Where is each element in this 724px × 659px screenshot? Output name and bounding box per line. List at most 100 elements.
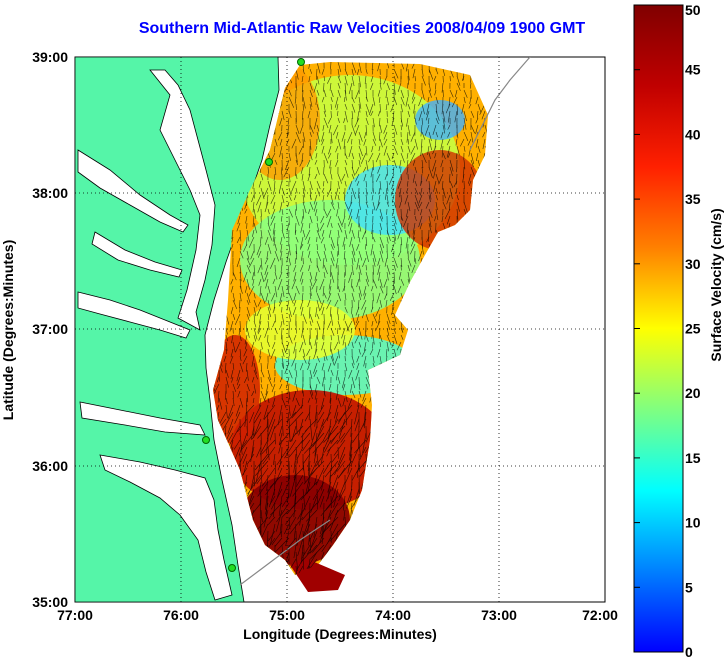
velocity-vector xyxy=(400,117,404,127)
velocity-vector xyxy=(328,285,332,295)
velocity-vector xyxy=(350,495,360,510)
velocity-vector xyxy=(239,292,242,302)
velocity-vector xyxy=(435,82,437,90)
colorbar-tick-label: 30 xyxy=(685,256,701,272)
velocity-vector xyxy=(337,110,339,117)
velocity-vector xyxy=(385,103,388,111)
velocity-vector xyxy=(407,201,411,212)
velocity-vector xyxy=(260,292,266,304)
velocity-vector xyxy=(337,411,346,424)
velocity-vector xyxy=(372,159,374,171)
velocity-vector xyxy=(257,264,262,274)
velocity-vector xyxy=(440,138,444,150)
velocity-vector xyxy=(295,124,300,134)
velocity-vector xyxy=(236,376,241,386)
velocity-vector xyxy=(329,390,332,403)
velocity-vector xyxy=(421,89,425,100)
velocity-vector xyxy=(386,250,388,259)
velocity-vector xyxy=(349,432,353,456)
velocity-vector xyxy=(389,292,395,301)
velocity-vector xyxy=(309,537,312,553)
velocity-vector xyxy=(295,152,298,163)
velocity-vector xyxy=(328,124,332,134)
velocity-vector xyxy=(301,173,304,181)
velocity-vector xyxy=(420,145,423,157)
velocity-vector xyxy=(279,432,283,446)
velocity-vector xyxy=(407,103,411,110)
velocity-vector xyxy=(323,117,329,129)
velocity-vector xyxy=(355,89,360,100)
velocity-vector xyxy=(370,75,374,82)
velocity-vector xyxy=(293,264,297,272)
velocity-vector xyxy=(426,236,430,243)
velocity-vector xyxy=(400,89,404,99)
velocity-vector xyxy=(299,243,304,250)
velocity-vector xyxy=(267,313,270,320)
velocity-vector xyxy=(272,229,276,242)
velocity-vector xyxy=(309,523,318,542)
velocity-vector xyxy=(276,502,290,523)
velocity-vector xyxy=(393,145,398,155)
velocity-vector xyxy=(411,264,416,274)
x-tick-label: 76:00 xyxy=(163,607,199,623)
velocity-vector xyxy=(323,173,329,184)
velocity-vector xyxy=(379,138,383,148)
velocity-vector xyxy=(271,488,283,510)
velocity-vector xyxy=(264,201,269,213)
velocity-vector xyxy=(309,292,312,300)
velocity-vector xyxy=(295,327,297,334)
velocity-vector xyxy=(428,222,432,234)
velocity-vector xyxy=(291,404,304,419)
velocity-vector xyxy=(295,397,300,407)
velocity-vector xyxy=(421,243,424,255)
velocity-vector xyxy=(316,62,321,74)
velocity-vector xyxy=(372,138,377,146)
velocity-vector xyxy=(330,369,334,376)
velocity-vector xyxy=(252,215,255,227)
velocity-vector xyxy=(361,229,367,240)
velocity-vector xyxy=(410,131,416,142)
velocity-vector xyxy=(260,362,262,371)
velocity-vector xyxy=(323,292,327,299)
velocity-vector xyxy=(310,460,318,475)
velocity-vector xyxy=(400,138,404,146)
velocity-vector xyxy=(287,383,290,394)
velocity-vector xyxy=(314,159,318,165)
velocity-vector xyxy=(251,355,255,367)
velocity-vector xyxy=(288,173,291,183)
velocity-vector xyxy=(321,537,332,552)
velocity-vector xyxy=(377,264,381,275)
velocity-vector xyxy=(393,82,396,95)
velocity-vector xyxy=(370,166,374,178)
velocity-vector xyxy=(244,334,248,345)
velocity-vector xyxy=(244,404,248,427)
velocity-vector xyxy=(240,439,248,449)
velocity-vector xyxy=(348,446,353,461)
velocity-vector xyxy=(379,250,384,263)
velocity-vector xyxy=(246,278,250,290)
velocity-vector xyxy=(267,215,269,224)
velocity-vector xyxy=(259,439,269,455)
velocity-vector xyxy=(356,355,360,363)
velocity-vector xyxy=(309,222,311,229)
velocity-vector xyxy=(273,453,276,466)
velocity-vector xyxy=(246,313,250,322)
velocity-vector xyxy=(354,418,360,432)
velocity-vector xyxy=(316,124,320,132)
velocity-vector xyxy=(386,320,391,330)
velocity-vector xyxy=(239,271,242,282)
velocity-vector xyxy=(309,194,312,200)
velocity-vector xyxy=(425,173,430,182)
velocity-vector xyxy=(323,243,326,251)
velocity-vector xyxy=(246,453,255,465)
velocity-vector xyxy=(358,138,361,146)
velocity-vector xyxy=(308,250,311,258)
velocity-vector xyxy=(286,250,290,263)
velocity-vector xyxy=(434,215,437,222)
velocity-vector xyxy=(330,306,332,317)
velocity-vector xyxy=(263,509,269,528)
velocity-vector xyxy=(321,96,325,103)
velocity-vector xyxy=(218,411,227,426)
velocity-vector xyxy=(239,432,243,455)
velocity-vector xyxy=(393,257,398,268)
